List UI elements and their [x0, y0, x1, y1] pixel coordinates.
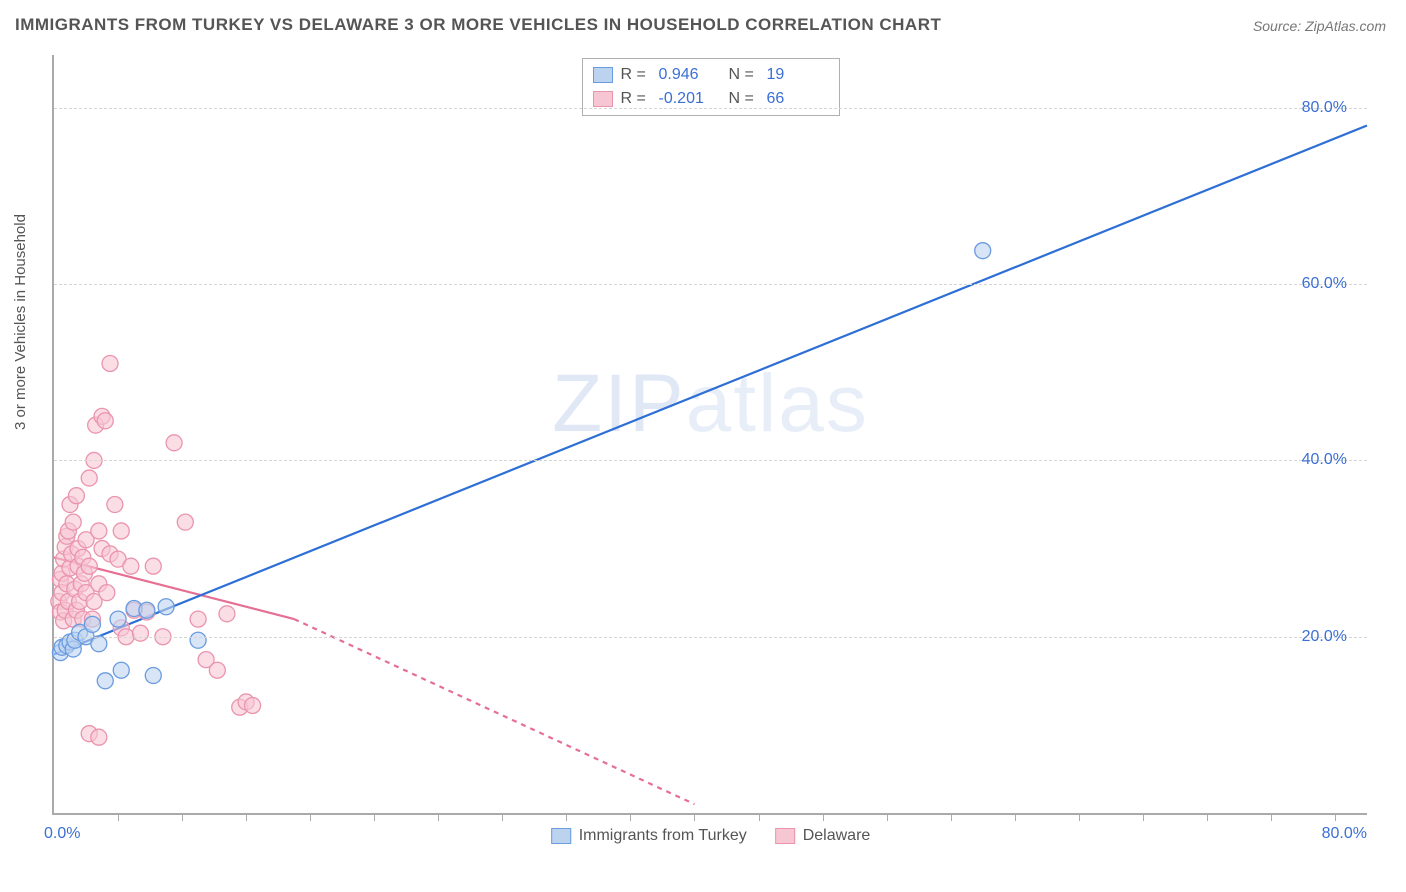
- x-tick: [118, 813, 119, 821]
- x-tick: [246, 813, 247, 821]
- gridline: [54, 108, 1367, 109]
- x-tick: [1335, 813, 1336, 821]
- x-tick: [887, 813, 888, 821]
- x-tick: [630, 813, 631, 821]
- swatch-a-icon: [551, 828, 571, 844]
- x-tick-max: 80.0%: [1322, 825, 1367, 843]
- x-tick: [566, 813, 567, 821]
- x-tick: [951, 813, 952, 821]
- legend-item-a: Immigrants from Turkey: [551, 827, 747, 845]
- n-label-a: N =: [729, 63, 759, 87]
- gridline: [54, 460, 1367, 461]
- x-tick: [1271, 813, 1272, 821]
- x-tick: [1143, 813, 1144, 821]
- y-tick-label: 40.0%: [1302, 451, 1347, 469]
- x-tick: [502, 813, 503, 821]
- x-tick-min: 0.0%: [44, 825, 80, 843]
- chart-title: IMMIGRANTS FROM TURKEY VS DELAWARE 3 OR …: [15, 15, 941, 35]
- series-legend: Immigrants from Turkey Delaware: [551, 827, 871, 845]
- y-tick-label: 60.0%: [1302, 275, 1347, 293]
- y-axis-label: 3 or more Vehicles in Household: [12, 214, 29, 430]
- source-attribution: Source: ZipAtlas.com: [1253, 18, 1386, 34]
- x-tick: [374, 813, 375, 821]
- legend-label-b: Delaware: [803, 827, 871, 845]
- plot-area: ZIPatlas R = 0.946 N = 19 R = -0.201 N =…: [52, 55, 1367, 815]
- swatch-b-icon: [775, 828, 795, 844]
- x-tick: [1207, 813, 1208, 821]
- gridline: [54, 637, 1367, 638]
- r-label-a: R =: [621, 63, 651, 87]
- stats-row-a: R = 0.946 N = 19: [593, 63, 829, 87]
- chart-svg: [54, 55, 1367, 813]
- y-tick-label: 20.0%: [1302, 628, 1347, 646]
- x-tick: [1015, 813, 1016, 821]
- r-value-a: 0.946: [659, 63, 721, 87]
- swatch-series-a: [593, 67, 613, 83]
- swatch-series-b: [593, 91, 613, 107]
- gridline: [54, 284, 1367, 285]
- x-tick: [182, 813, 183, 821]
- legend-item-b: Delaware: [775, 827, 871, 845]
- y-tick-label: 80.0%: [1302, 99, 1347, 117]
- n-value-a: 19: [767, 63, 829, 87]
- x-tick: [310, 813, 311, 821]
- x-tick: [823, 813, 824, 821]
- x-tick: [759, 813, 760, 821]
- x-tick: [438, 813, 439, 821]
- x-tick: [1079, 813, 1080, 821]
- x-tick: [694, 813, 695, 821]
- legend-label-a: Immigrants from Turkey: [579, 827, 747, 845]
